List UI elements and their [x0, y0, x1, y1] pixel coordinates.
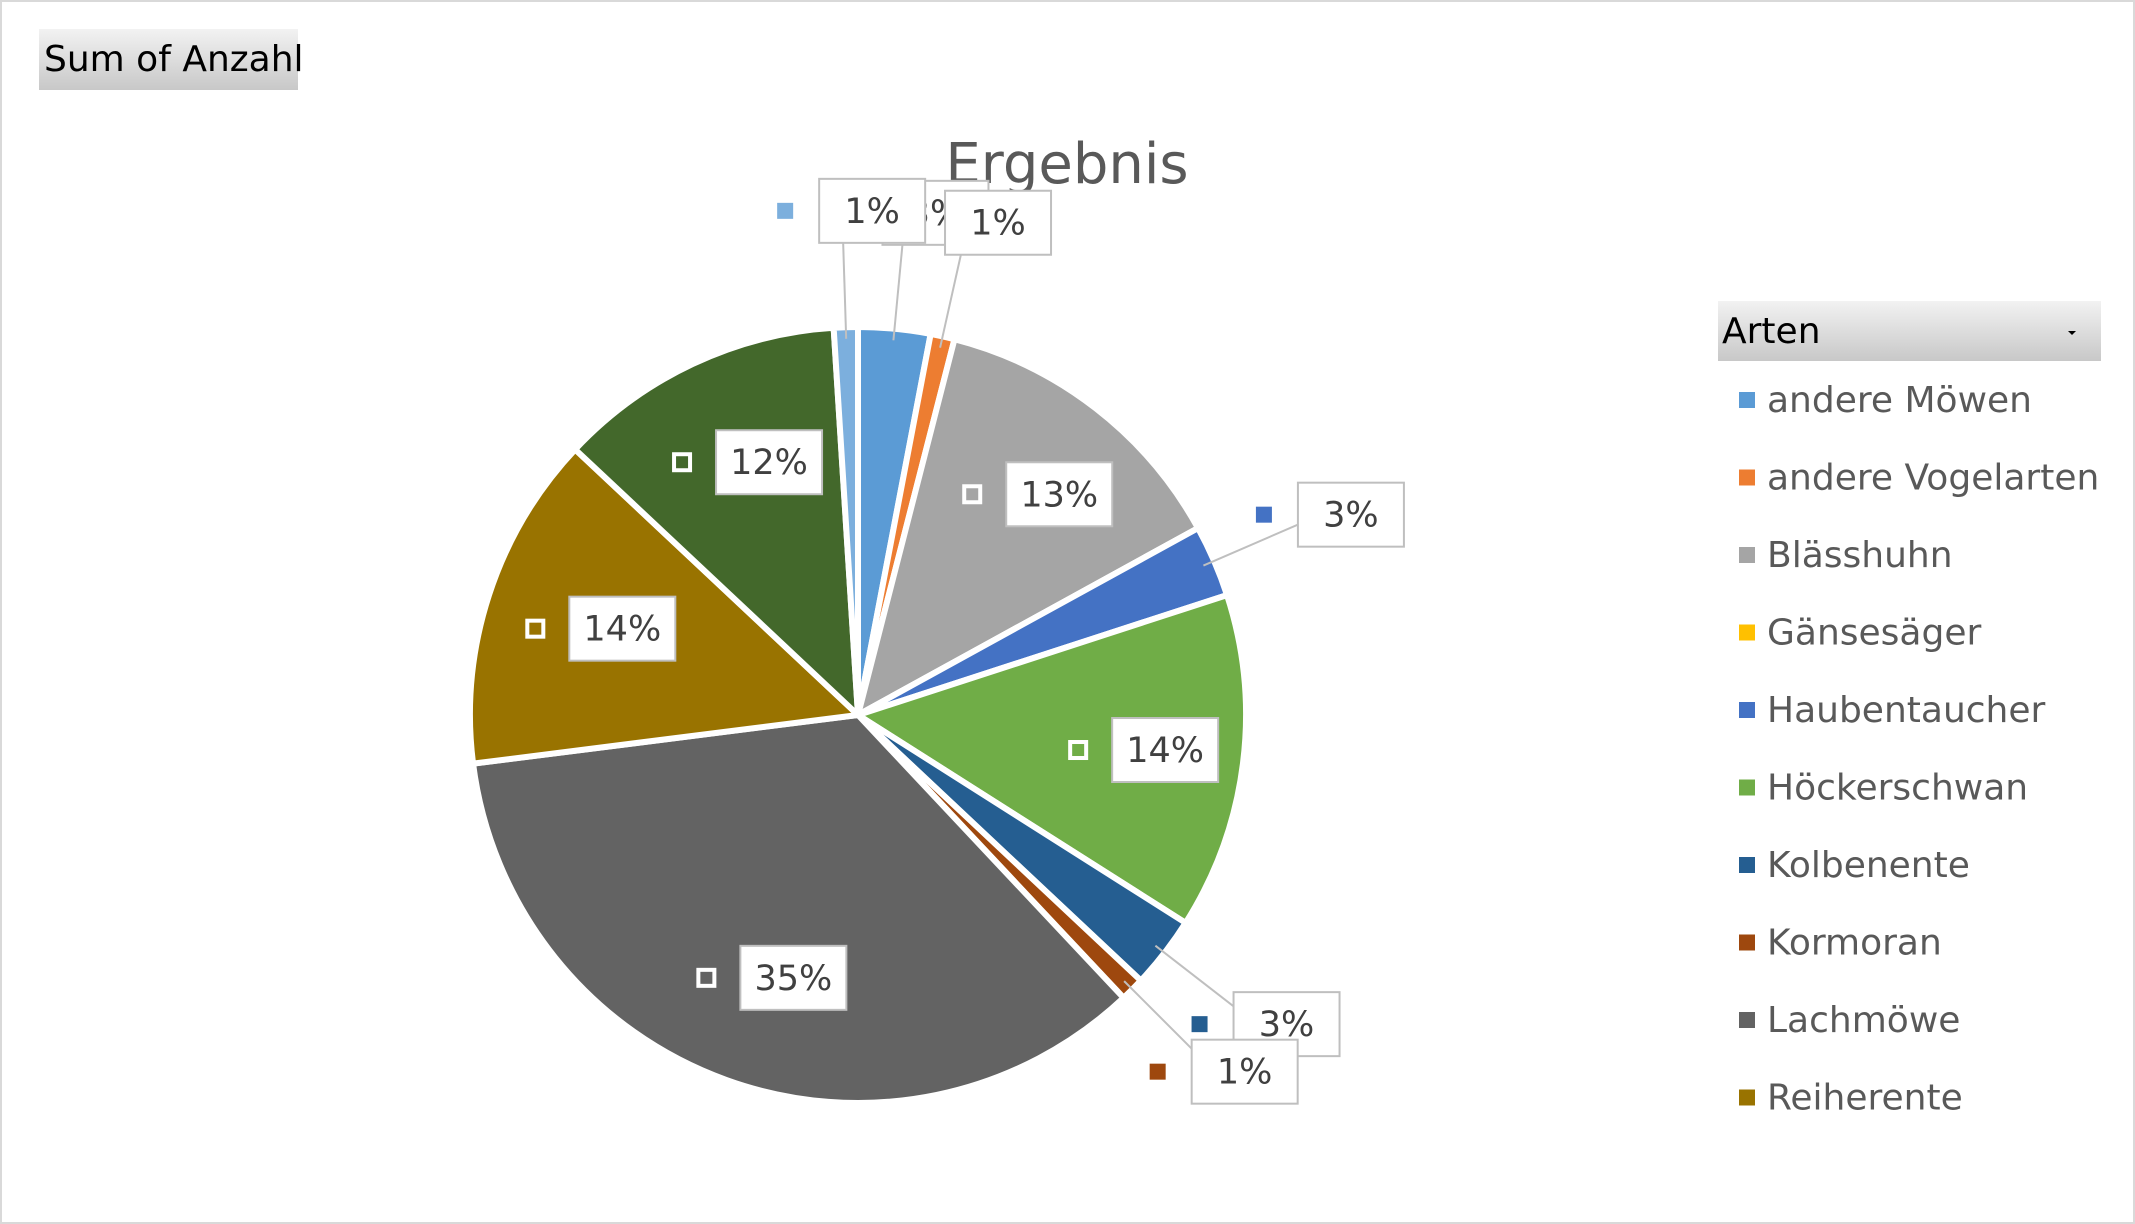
- legend-header-bg[interactable]: [1718, 301, 2101, 361]
- data-label-box: [568, 595, 677, 662]
- legend-label: Kormoran: [1767, 923, 1942, 964]
- data-label-key: [1191, 1016, 1208, 1033]
- data-label: 14%: [583, 610, 661, 650]
- pie-slice: [470, 712, 1127, 1106]
- data-label-key: [1149, 1063, 1166, 1080]
- data-label-key: [962, 484, 983, 505]
- legend-key: [1739, 934, 1755, 951]
- legend-key: [1739, 624, 1755, 641]
- pie-slice: [855, 592, 1249, 926]
- data-label-box: [1111, 717, 1220, 784]
- legend-key: [1739, 857, 1755, 873]
- legend-key: [1739, 1012, 1755, 1028]
- dropdown-arrow[interactable]: [2068, 331, 2076, 335]
- legend-label: Lachmöwe: [1767, 1000, 1960, 1041]
- data-label-key: [777, 202, 794, 219]
- legend-label: Kolbenente: [1767, 845, 1970, 886]
- legend-key: [1739, 547, 1755, 563]
- legend-label: Haubentaucher: [1767, 690, 2046, 731]
- data-label-key: [525, 618, 546, 639]
- data-label: 35%: [754, 959, 832, 999]
- data-label: 14%: [1126, 731, 1204, 771]
- legend-key: [1739, 702, 1755, 718]
- data-label: 1%: [844, 192, 900, 232]
- legend-key: [1739, 779, 1755, 796]
- pie-slice: [572, 324, 861, 718]
- legend-label: Höckerschwan: [1767, 768, 2028, 809]
- data-label: 13%: [1020, 475, 1098, 515]
- data-label-box: [739, 944, 848, 1011]
- field-button[interactable]: Sum of Anzahl: [39, 29, 304, 90]
- data-label-key: [1255, 506, 1272, 523]
- field-button-label[interactable]: Sum of Anzahl: [44, 39, 304, 80]
- data-label-box: [1190, 1038, 1299, 1105]
- data-label-box: [1296, 481, 1405, 548]
- legend-key: [1739, 392, 1755, 408]
- data-label: 3%: [1323, 496, 1379, 536]
- legend-label: Gänsesäger: [1767, 613, 1981, 654]
- legend-key: [1739, 1089, 1755, 1106]
- data-label-box: [1005, 461, 1114, 528]
- data-label: 1%: [1217, 1053, 1273, 1093]
- legend-label: Reiherente: [1767, 1078, 1963, 1119]
- legend-label: andere Vogelarten: [1767, 458, 2099, 499]
- field-button-bg[interactable]: [39, 29, 298, 90]
- data-label-key: [672, 452, 693, 473]
- legend-label: andere Möwen: [1767, 380, 2032, 421]
- legend-header-label[interactable]: Arten: [1722, 311, 1821, 352]
- data-label-box: [818, 177, 927, 244]
- data-label: 1%: [970, 204, 1026, 244]
- legend-label: Blässhuhn: [1767, 535, 1953, 576]
- legend-key: [1739, 469, 1755, 486]
- data-label-box: [944, 189, 1053, 256]
- data-label: 3%: [1259, 1005, 1315, 1045]
- legend-header[interactable]: Arten: [1718, 301, 2101, 361]
- data-label-box: [715, 429, 824, 496]
- data-label-key: [696, 967, 717, 988]
- data-label: 12%: [730, 443, 808, 483]
- data-label-key: [1068, 740, 1089, 761]
